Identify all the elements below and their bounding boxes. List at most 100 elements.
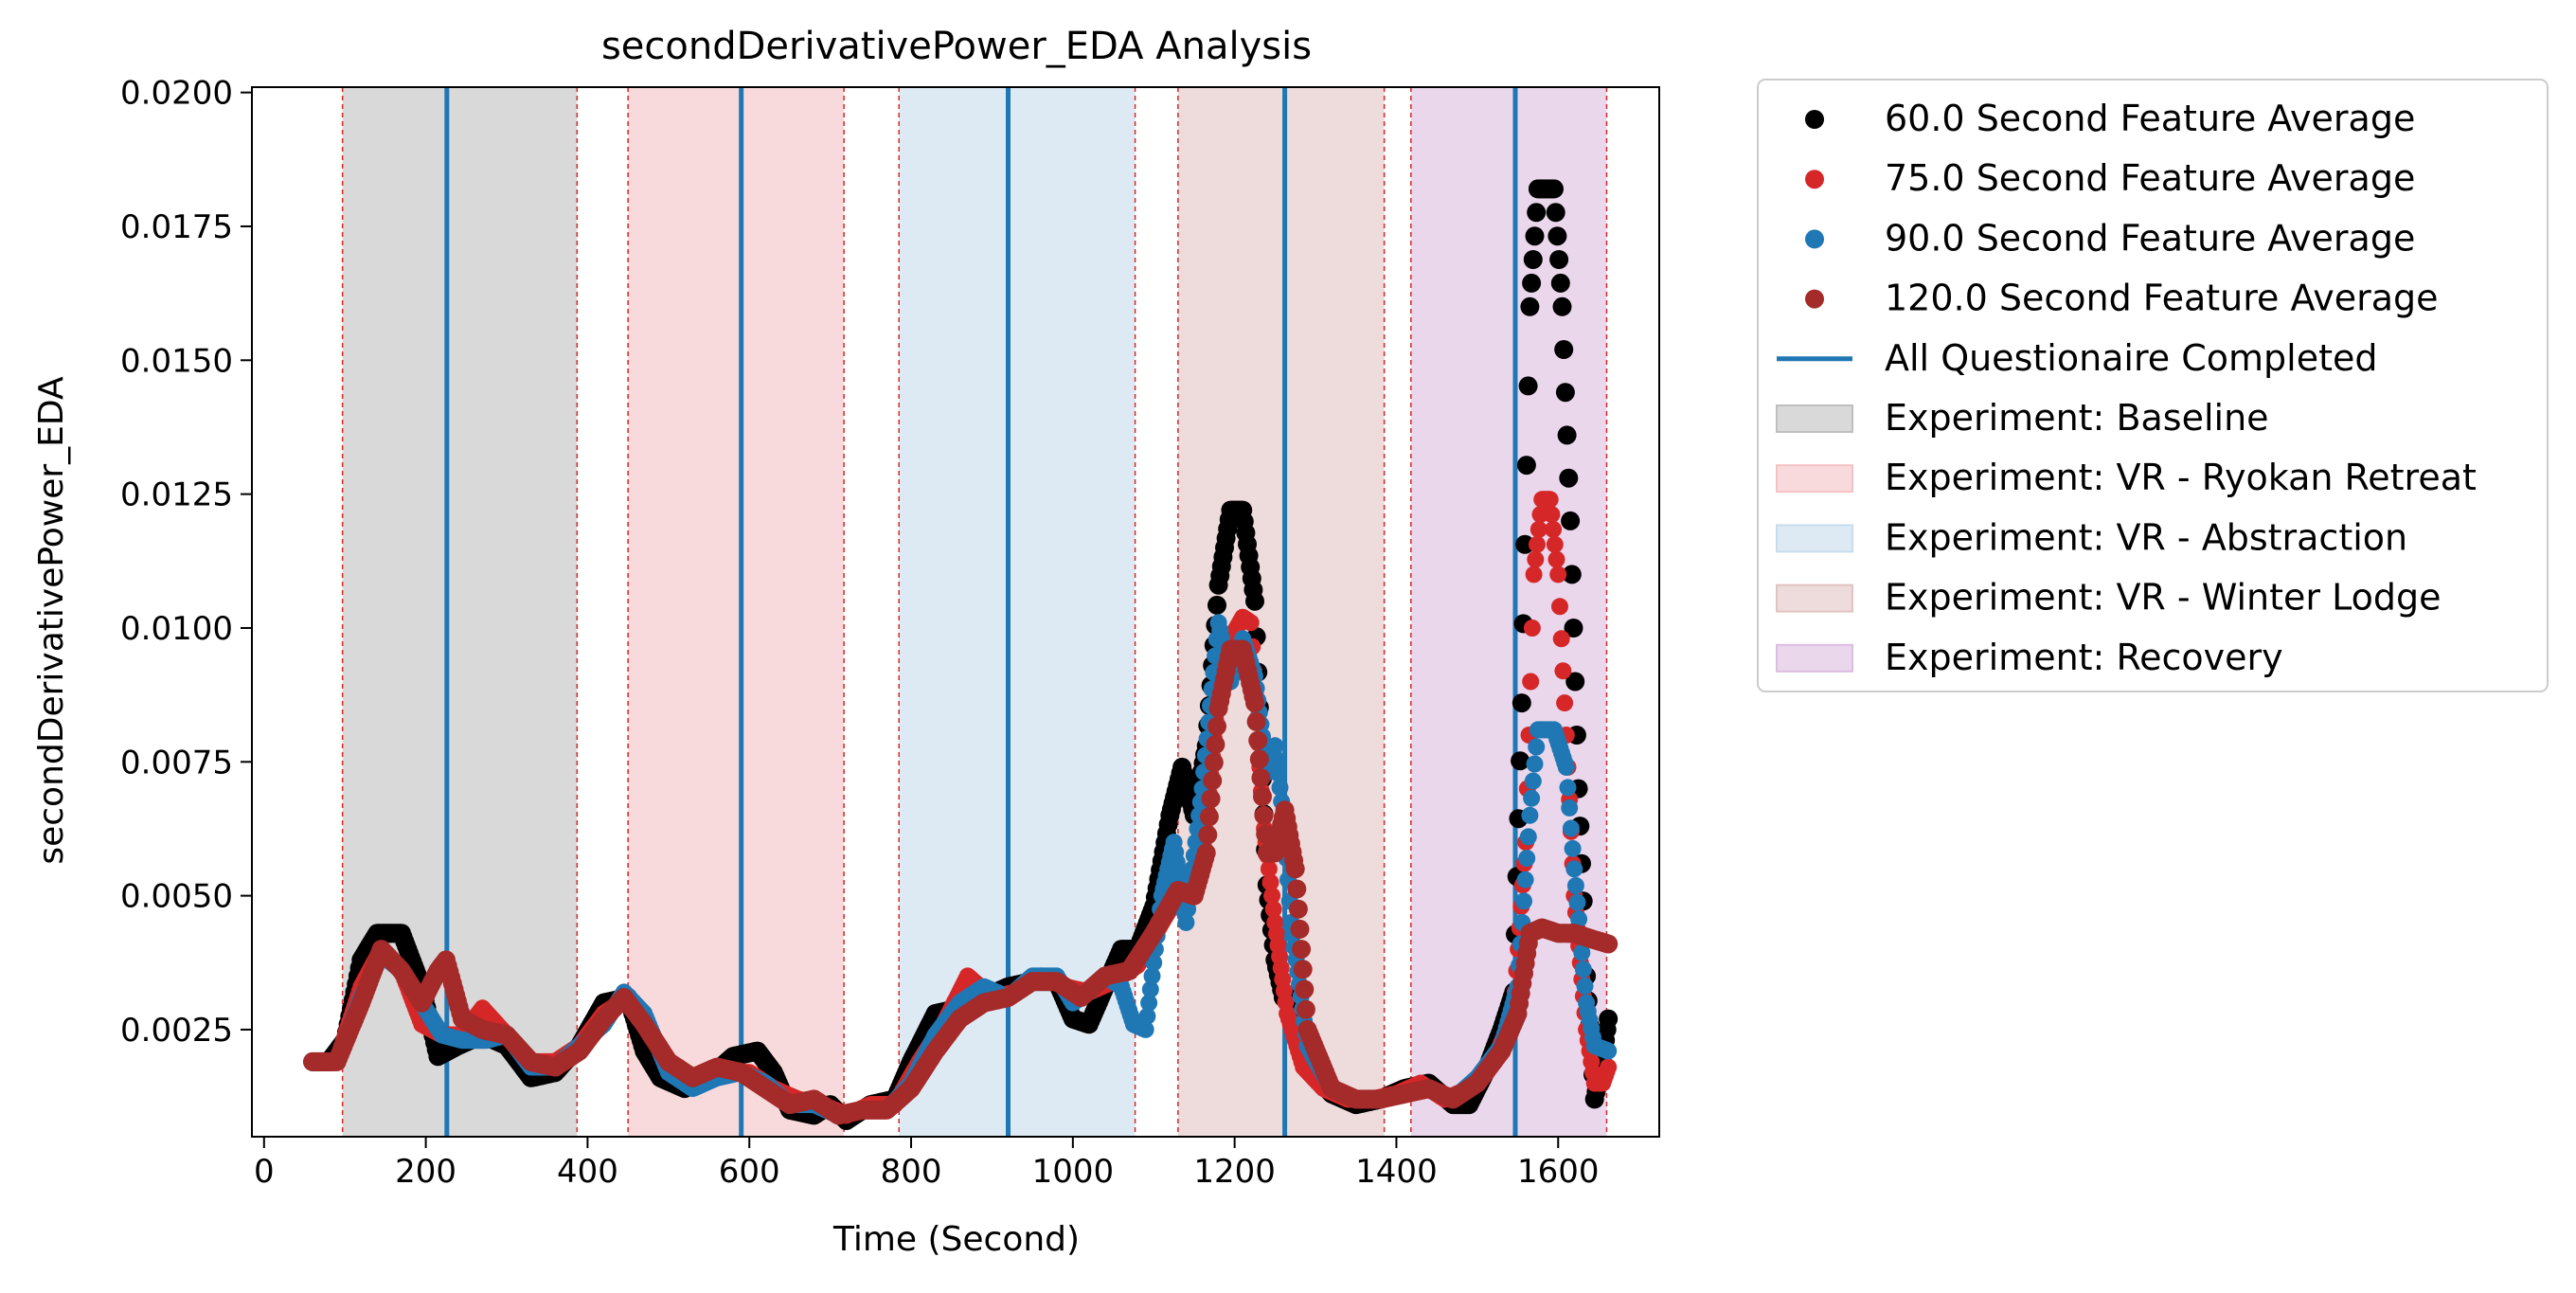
data-point: [1261, 873, 1279, 891]
data-point: [1600, 1042, 1618, 1060]
y-tick-label: 0.0200: [120, 75, 233, 113]
data-point: [1140, 994, 1158, 1012]
legend-marker: [1805, 110, 1824, 129]
data-point: [1266, 737, 1284, 755]
data-point: [1545, 520, 1563, 538]
data-point: [1519, 828, 1537, 846]
data-point: [1527, 550, 1545, 568]
x-tick-label: 1000: [1032, 1153, 1115, 1191]
data-point: [1528, 738, 1546, 756]
x-tick-label: 1600: [1517, 1153, 1600, 1191]
legend-label: 120.0 Second Feature Average: [1885, 278, 2439, 319]
data-point: [1550, 273, 1570, 293]
data-point: [1541, 491, 1559, 509]
data-point: [1245, 591, 1264, 611]
data-point: [1201, 789, 1221, 809]
data-point: [1141, 980, 1159, 998]
data-point: [1203, 771, 1223, 791]
data-point: [1525, 566, 1543, 584]
y-tick-label: 0.0175: [120, 208, 233, 246]
data-point: [1208, 595, 1226, 615]
legend-label: Experiment: VR - Ryokan Retreat: [1885, 457, 2477, 498]
data-point: [1546, 535, 1564, 553]
data-point: [1526, 755, 1544, 773]
data-point: [1515, 534, 1535, 554]
legend-label: Experiment: Recovery: [1885, 637, 2283, 678]
legend-label: 75.0 Second Feature Average: [1885, 157, 2415, 199]
y-tick-label: 0.0125: [120, 476, 233, 514]
data-point: [1557, 425, 1577, 445]
phase-boundaries: [341, 87, 1608, 1137]
data-point: [1555, 383, 1575, 403]
data-point: [1251, 768, 1271, 788]
data-point: [1559, 468, 1579, 488]
data-point: [1552, 630, 1570, 648]
x-axis-label: Time (Second): [832, 1220, 1080, 1259]
data-point: [1566, 877, 1584, 894]
data-point: [1561, 511, 1581, 530]
data-point: [1523, 789, 1541, 807]
data-point: [1565, 860, 1583, 878]
legend-marker: [1776, 524, 1853, 553]
data-point: [1246, 711, 1266, 731]
legend-marker: [1805, 229, 1824, 249]
data-point: [1249, 749, 1269, 769]
data-point: [1520, 296, 1540, 316]
data-point: [1208, 716, 1226, 736]
x-tick-label: 1400: [1355, 1153, 1438, 1191]
y-tick-label: 0.0150: [120, 342, 233, 380]
legend-entry-60-0-second-feature-average: 60.0 Second Feature Average: [1805, 98, 2415, 139]
data-point: [1264, 900, 1282, 918]
data-point: [1285, 859, 1305, 879]
legend-label: All Questionaire Completed: [1885, 337, 2378, 379]
data-point: [1549, 250, 1569, 269]
legend-label: 60.0 Second Feature Average: [1885, 98, 2415, 139]
x-tick-label: 1200: [1193, 1153, 1276, 1191]
plot-frame: [251, 86, 1660, 1138]
legend-entry-experiment-recovery: Experiment: Recovery: [1776, 637, 2283, 678]
x-tick-label: 400: [557, 1153, 618, 1191]
series-markers: [303, 179, 1619, 1130]
data-point: [1523, 250, 1543, 269]
data-point: [1527, 203, 1547, 223]
data-point: [1196, 843, 1216, 863]
legend-entry-experiment-vr-ryokan-retreat: Experiment: VR - Ryokan Retreat: [1776, 457, 2477, 498]
x-tick-label: 600: [719, 1153, 780, 1191]
data-point: [1296, 999, 1315, 1019]
legend-entry-experiment-baseline: Experiment: Baseline: [1776, 397, 2269, 439]
y-axis-label: secondDerivativePower_EDA: [32, 376, 71, 865]
chart-title: secondDerivativePower_EDA Analysis: [601, 25, 1312, 68]
y-tick-label: 0.0075: [120, 744, 233, 781]
data-point: [1288, 899, 1308, 919]
data-point: [1559, 779, 1577, 797]
data-point: [1546, 203, 1565, 223]
data-point: [1565, 672, 1585, 691]
series-120-0-second-feature-average: [303, 639, 1619, 1125]
data-point: [1512, 693, 1531, 713]
data-point: [1599, 934, 1619, 954]
data-point: [1562, 819, 1580, 837]
data-point: [1268, 751, 1285, 768]
data-point: [1574, 961, 1592, 979]
data-point: [1518, 850, 1536, 867]
legend-marker: [1776, 643, 1853, 673]
legend-label: 90.0 Second Feature Average: [1885, 217, 2415, 259]
data-point: [1521, 806, 1539, 824]
data-point: [1523, 620, 1541, 637]
data-point: [1136, 1020, 1154, 1038]
data-point: [1204, 753, 1224, 772]
data-point: [1529, 535, 1546, 553]
legend-marker: [1805, 170, 1824, 189]
legend-entry-120-0-second-feature-average: 120.0 Second Feature Average: [1805, 278, 2439, 319]
data-point: [1292, 940, 1312, 960]
data-point: [1549, 566, 1567, 584]
legend: 60.0 Second Feature Average 75.0 Second F…: [1757, 79, 2549, 692]
data-point: [1245, 693, 1264, 713]
data-point: [1570, 910, 1588, 928]
data-point: [1547, 550, 1565, 568]
data-point: [1271, 779, 1289, 797]
data-point: [1516, 871, 1534, 889]
legend-box: [1757, 79, 2549, 692]
